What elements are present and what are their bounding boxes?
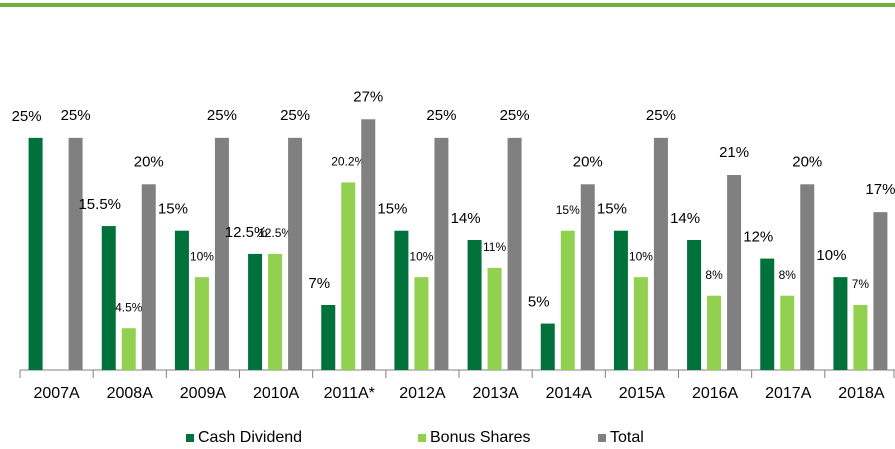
x-tick-label: 2012A [399, 385, 446, 402]
bar [633, 277, 648, 370]
x-tick-label: 2007A [33, 385, 80, 402]
data-label: 14% [670, 210, 700, 227]
x-tick-label: 2011A* [324, 385, 375, 402]
data-label: 25% [646, 107, 676, 124]
bar [214, 137, 229, 370]
bar [434, 137, 449, 370]
legend-swatch [418, 434, 426, 442]
x-tick-label: 2013A [472, 385, 519, 402]
data-label: 7% [852, 277, 870, 291]
bar [194, 277, 209, 370]
data-label: 4.5% [115, 300, 143, 314]
data-label: 15% [556, 203, 580, 217]
x-tick-label: 2018A [838, 385, 885, 402]
bar [487, 267, 502, 370]
x-tick-label: 2015A [619, 385, 666, 402]
bar [341, 182, 356, 370]
data-label: 17% [865, 181, 895, 198]
x-tick-label: 2017A [765, 385, 812, 402]
x-tick-label: 2014A [546, 385, 593, 402]
data-label: 10% [409, 249, 433, 263]
data-label: 8% [705, 268, 723, 282]
bar [760, 258, 775, 370]
data-label: 8% [779, 268, 797, 282]
bar [613, 230, 628, 370]
data-label: 20% [573, 153, 603, 170]
data-label: 20% [134, 153, 164, 170]
bar [833, 277, 848, 370]
data-label: 27% [353, 88, 383, 105]
bar [780, 295, 795, 370]
data-label: 15% [377, 201, 407, 218]
x-tick-label: 2016A [692, 385, 739, 402]
bar [361, 119, 376, 371]
bar [580, 184, 595, 370]
legend-label: Cash Dividend [198, 429, 302, 446]
data-label: 10% [629, 249, 653, 263]
bar [707, 295, 722, 370]
data-label: 12.5% [258, 226, 292, 240]
bar [141, 184, 156, 370]
bar [800, 184, 815, 370]
bar [268, 253, 283, 370]
top-rule [0, 3, 895, 7]
legend-swatch [598, 434, 606, 442]
bar [653, 137, 668, 370]
x-tick-label: 2010A [253, 385, 300, 402]
data-label: 25% [280, 107, 310, 124]
bar [121, 328, 136, 370]
data-label: 7% [308, 275, 330, 292]
bar [394, 230, 409, 370]
legend-label: Bonus Shares [430, 429, 531, 446]
bar [507, 137, 522, 370]
bar [321, 305, 336, 370]
bar [248, 253, 263, 370]
bar [414, 277, 429, 370]
data-label: 20.2% [331, 155, 365, 169]
x-tick-label: 2008A [107, 385, 154, 402]
data-label: 12% [743, 229, 773, 246]
legend-label: Total [610, 429, 644, 446]
bar [101, 226, 116, 370]
data-label: 15.5% [78, 196, 121, 213]
data-label: 10% [190, 249, 214, 263]
data-label: 21% [719, 144, 749, 161]
data-label: 12.5% [225, 224, 268, 241]
legend-swatch [186, 434, 194, 442]
bar [288, 137, 303, 370]
data-label: 11% [483, 240, 506, 254]
data-label: 25% [207, 107, 237, 124]
x-tick-label: 2009A [180, 385, 227, 402]
bar [727, 175, 742, 370]
data-label: 20% [792, 153, 822, 170]
data-label: 25% [426, 107, 456, 124]
data-label: 10% [816, 247, 846, 264]
bar [560, 230, 575, 370]
bar [873, 212, 888, 370]
bar [540, 323, 555, 370]
bar [68, 137, 83, 370]
bar [467, 240, 482, 370]
bar [28, 137, 43, 370]
data-label: 15% [158, 201, 188, 218]
data-label: 15% [597, 201, 627, 218]
data-label: 25% [12, 108, 42, 125]
data-label: 25% [61, 107, 91, 124]
bar [853, 305, 868, 370]
bar [687, 240, 702, 370]
bar [174, 230, 189, 370]
data-label: 25% [500, 107, 530, 124]
data-label: 14% [451, 210, 481, 227]
data-label: 5% [528, 294, 550, 311]
